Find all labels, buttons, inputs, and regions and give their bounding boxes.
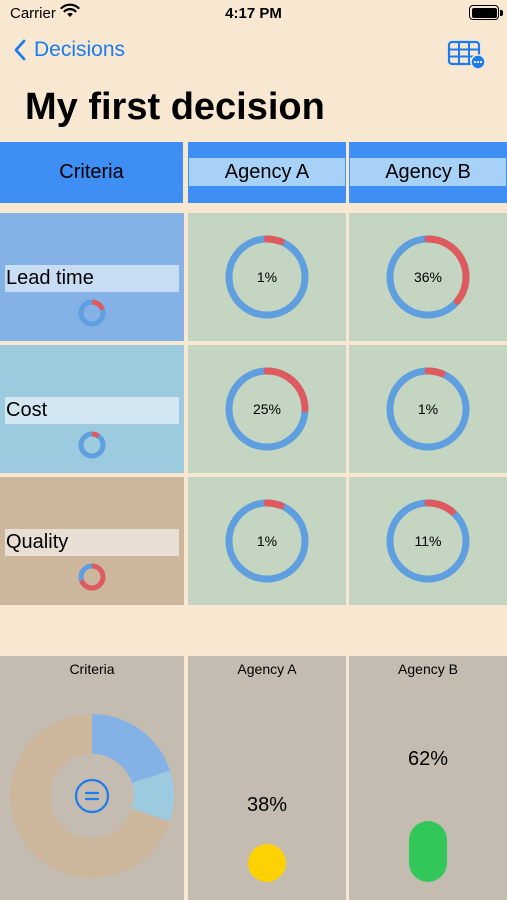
- header-agency-a[interactable]: Agency A: [188, 142, 346, 203]
- donut-weight: [91, 431, 100, 439]
- criterion-row-cost[interactable]: Cost: [0, 345, 184, 473]
- pie-slice-lead-time: [92, 714, 170, 784]
- ring-progress: [263, 499, 285, 510]
- ring-progress: [424, 235, 470, 305]
- battery-tip: [500, 10, 503, 16]
- summary-agency-b-label: Agency B: [398, 661, 458, 677]
- criteria-weight-donut: [9, 714, 174, 878]
- score-percent: 1%: [417, 401, 439, 417]
- score-ring: [225, 367, 309, 451]
- equal-icon: [74, 778, 110, 814]
- donut-weight: [91, 299, 105, 311]
- donut-weight: [79, 563, 106, 591]
- weight-donut: [78, 431, 106, 459]
- ring-progress: [424, 367, 446, 378]
- summary-agency-b-percent: 62%: [407, 748, 449, 770]
- score-cell[interactable]: 1%: [349, 345, 507, 473]
- criterion-label: Quality: [5, 529, 179, 556]
- score-percent: 1%: [256, 533, 278, 549]
- summary-criteria: Criteria: [0, 656, 184, 900]
- score-ring: [225, 235, 309, 319]
- score-percent: 36%: [413, 269, 443, 285]
- summary-agency-b: Agency B 62%: [349, 656, 507, 900]
- summary-agency-a-label: Agency A: [237, 661, 297, 677]
- score-cell[interactable]: 36%: [349, 213, 507, 341]
- score-ring: [386, 499, 470, 583]
- criterion-row-quality[interactable]: Quality: [0, 477, 184, 605]
- wifi-icon: [60, 3, 80, 17]
- status-bar: Carrier 4:17 PM: [0, 0, 507, 28]
- agency-a-label: Agency A: [189, 158, 345, 186]
- table-more-icon[interactable]: [447, 38, 487, 70]
- weight-donut: [78, 299, 106, 327]
- score-cell[interactable]: 1%: [188, 477, 346, 605]
- chevron-left-icon: [14, 39, 26, 61]
- score-percent: 11%: [414, 533, 442, 549]
- score-cell[interactable]: 25%: [188, 345, 346, 473]
- weight-donut: [78, 563, 106, 591]
- pie-slice-cost: [131, 770, 174, 822]
- summary-agency-a: Agency A 38%: [188, 656, 346, 900]
- score-ring: [386, 235, 470, 319]
- back-label: Decisions: [34, 38, 126, 61]
- criterion-label: Cost: [5, 397, 179, 424]
- page-title: My first decision: [25, 86, 325, 128]
- result-bar: [409, 821, 447, 882]
- donut-track: [78, 431, 106, 459]
- criterion-label: Lead time: [5, 265, 179, 292]
- navigation-bar: Decisions: [0, 34, 507, 74]
- pie-hole: [50, 754, 134, 838]
- summary-criteria-label: Criteria: [69, 661, 115, 677]
- summary-agency-a-percent: 38%: [246, 794, 288, 816]
- score-percent: 25%: [252, 401, 282, 417]
- score-cell[interactable]: 1%: [188, 213, 346, 341]
- pie-slice-quality: [9, 714, 170, 878]
- score-ring: [225, 499, 309, 583]
- ring-progress: [263, 367, 309, 413]
- header-agency-b[interactable]: Agency B: [349, 142, 507, 203]
- back-button[interactable]: Decisions: [14, 38, 125, 62]
- battery-icon: [469, 5, 499, 20]
- carrier-label: Carrier: [10, 5, 56, 22]
- clock: 4:17 PM: [225, 5, 282, 22]
- header-criteria: Criteria: [0, 142, 183, 203]
- ring-progress: [263, 235, 285, 246]
- score-ring: [386, 367, 470, 451]
- criterion-row-lead-time[interactable]: Lead time: [0, 213, 184, 341]
- result-bar: [248, 844, 286, 882]
- score-percent: 1%: [256, 269, 278, 285]
- agency-b-label: Agency B: [350, 158, 506, 186]
- ring-progress: [424, 499, 456, 516]
- score-cell[interactable]: 11%: [349, 477, 507, 605]
